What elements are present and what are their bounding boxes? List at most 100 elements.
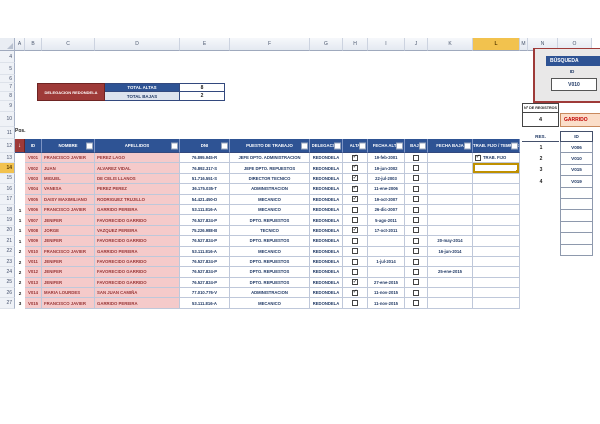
cell-fecha_baja[interactable] [428,173,473,185]
cell-puesto[interactable]: MECANICO [230,204,310,216]
cell-puesto[interactable]: JEFE DPTO. ADMINISTRACION [230,153,310,164]
cell-alta[interactable] [343,215,368,226]
cell-alta[interactable]: ✓ [343,184,368,195]
row-header-8[interactable]: 8 [0,92,15,101]
cell-pos[interactable] [15,163,25,174]
baja-checkbox[interactable] [413,268,419,275]
cell-nombre[interactable]: JUAN [42,163,95,174]
cell-nombre[interactable]: JENIFER [42,277,95,289]
cell-fecha_baja[interactable] [428,194,473,205]
cell-pos[interactable] [15,184,25,195]
cell-puesto[interactable]: DIRECTOR TECNICO [230,173,310,185]
baja-checkbox[interactable] [413,154,419,161]
header-fecha_baja[interactable]: FECHA BAJA ▼ [428,139,473,153]
cell-fecha_alta[interactable]: 17-oct-2011 [368,225,405,237]
cell-trab[interactable] [473,267,520,278]
result-id-empty[interactable] [560,244,593,256]
cell-puesto[interactable]: ADMINISTRACION [230,288,310,299]
cell-pos[interactable]: 2 [15,288,25,299]
result-id-empty[interactable] [560,233,593,245]
cell-nombre[interactable]: FRANCISCO JAVIER [42,204,95,216]
row-header-16[interactable]: 16 [0,184,15,195]
cell-pos[interactable] [15,153,25,164]
cell-dni[interactable]: 53.111.816-A [180,298,230,309]
cell-id[interactable]: V013 [25,277,42,289]
baja-checkbox[interactable] [413,300,419,307]
cell-id[interactable]: V010 [25,246,42,257]
column-header-L[interactable]: L [473,38,520,51]
row-header-13[interactable]: 13 [0,153,15,164]
total-altas-value-cell[interactable]: 8 [180,83,225,92]
cell-delegacion[interactable]: REDONDELA [310,236,343,247]
cell-alta[interactable] [343,236,368,247]
cell-trab[interactable] [473,204,520,216]
cell-trab[interactable] [473,194,520,205]
cell-baja[interactable] [405,215,428,226]
cell-fecha_alta[interactable]: 27-ene-2015 [368,277,405,289]
alta-checkbox[interactable]: ✓ [352,174,358,182]
header-baja[interactable]: BAJA ▼ [405,139,428,153]
cell-puesto[interactable]: ADMINISTRACION [230,184,310,195]
cell-pos[interactable]: 2 [15,246,25,257]
baja-checkbox[interactable] [413,196,419,203]
cell-fecha_baja[interactable] [428,215,473,226]
cell-id[interactable]: V005 [25,194,42,205]
cell-puesto[interactable]: TECNICO [230,225,310,237]
cell-dni[interactable]: 76.527.824-P [180,267,230,278]
alta-checkbox[interactable] [352,217,358,224]
cell-baja[interactable] [405,173,428,185]
cell-baja[interactable] [405,163,428,174]
cell-dni[interactable]: 76.527.824-P [180,236,230,247]
cell-nombre[interactable]: MARIA LOURDES [42,288,95,299]
cell-apellidos[interactable]: VAZQUEZ PEREIRA [95,225,180,237]
cell-id[interactable]: V012 [25,267,42,278]
cell-apellidos[interactable]: SAN JUAN CAMIÑA [95,288,180,299]
filter-button-trab[interactable]: ▼ [511,142,518,149]
row-header-18[interactable]: 18 [0,204,15,216]
cell-apellidos[interactable]: FAVORECIDO GARRIDO [95,256,180,268]
cell-alta[interactable]: ✓ [343,194,368,205]
alta-checkbox[interactable]: ✓ [352,164,358,172]
cell-pos[interactable]: 3 [15,298,25,309]
cell-puesto[interactable]: DPTO. REPUESTOS [230,256,310,268]
cell-delegacion[interactable]: REDONDELA [310,163,343,174]
cell-delegacion[interactable]: REDONDELA [310,194,343,205]
cell-pos[interactable]: 1 [15,204,25,216]
column-header-C[interactable]: C [42,38,95,51]
row-header-24[interactable]: 24 [0,267,15,278]
cell-nombre[interactable]: JENIFER [42,236,95,247]
cell-id[interactable]: V004 [25,184,42,195]
alta-checkbox[interactable] [352,248,358,255]
alta-checkbox[interactable]: ✓ [352,278,358,286]
cell-puesto[interactable]: MECANICO [230,298,310,309]
total-altas-label-cell[interactable]: TOTAL ALTAS [105,83,180,92]
cell-fecha_alta[interactable]: 1-jul-2014 [368,256,405,268]
filter-button-alta[interactable]: ▼ [359,142,366,149]
cell-baja[interactable] [405,153,428,164]
cell-baja[interactable] [405,194,428,205]
select-all-corner[interactable] [0,38,15,51]
cell-delegacion[interactable]: REDONDELA [310,225,343,237]
cell-id[interactable]: V001 [25,153,42,164]
cell-pos[interactable] [15,194,25,205]
registros-value-cell[interactable]: 4 [522,113,559,127]
cell-pos[interactable]: 2 [15,277,25,289]
cell-fecha_baja[interactable] [428,277,473,289]
cell-baja[interactable] [405,204,428,216]
cell-delegacion[interactable]: REDONDELA [310,173,343,185]
cell-nombre[interactable]: FRANCISCO JAVIER [42,153,95,164]
cell-apellidos[interactable]: FAVORECIDO GARRIDO [95,215,180,226]
cell-puesto[interactable]: MECANICO [230,194,310,205]
row-header-25[interactable]: 25 [0,277,15,289]
filter-button-baja[interactable]: ▼ [419,142,426,149]
cell-baja[interactable] [405,246,428,257]
cell-dni[interactable]: 76.527.824-P [180,215,230,226]
cell-fecha_baja[interactable]: 25-ene-2015 [428,267,473,278]
alta-checkbox[interactable] [352,268,358,275]
cell-apellidos[interactable]: DE CELIS LLANOS [95,173,180,185]
cell-fecha_baja[interactable] [428,184,473,195]
cell-dni[interactable]: 53.111.816-A [180,204,230,216]
cell-nombre[interactable]: JENIFER [42,267,95,278]
cell-id[interactable]: V007 [25,215,42,226]
cell-fecha_baja[interactable] [428,225,473,237]
